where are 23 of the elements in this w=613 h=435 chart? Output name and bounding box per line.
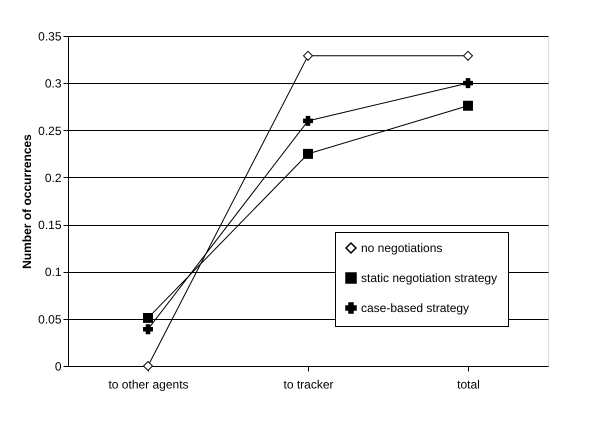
y-tick-label: 0.15: [38, 218, 62, 232]
legend-label: no negotiations: [361, 241, 442, 255]
point: [303, 116, 313, 126]
y-tick-label: 0: [54, 360, 62, 374]
y-tick-label: 0.25: [38, 124, 62, 138]
y-axis-title: Number of occurrences: [20, 134, 34, 269]
y-tick-label: 0.3: [44, 76, 62, 91]
legend-label: static negotiation strategy: [361, 271, 498, 285]
point: [303, 50, 313, 61]
x-tick-label: to tracker: [283, 378, 334, 392]
y-tick-label: 0.35: [38, 30, 62, 44]
point: [143, 312, 153, 323]
y-tick-label: 0.05: [38, 312, 62, 326]
point: [463, 50, 473, 61]
point: [303, 148, 313, 159]
point: [463, 100, 473, 111]
y-tick-label: 0.2: [44, 170, 62, 185]
y-tick-label: 0.1: [44, 265, 62, 280]
point: [143, 324, 153, 334]
point: [463, 78, 473, 88]
x-tick-label: to other agents: [108, 378, 189, 392]
x-tick-label: total: [457, 378, 480, 392]
legend-label: case-based strategy: [361, 301, 470, 315]
